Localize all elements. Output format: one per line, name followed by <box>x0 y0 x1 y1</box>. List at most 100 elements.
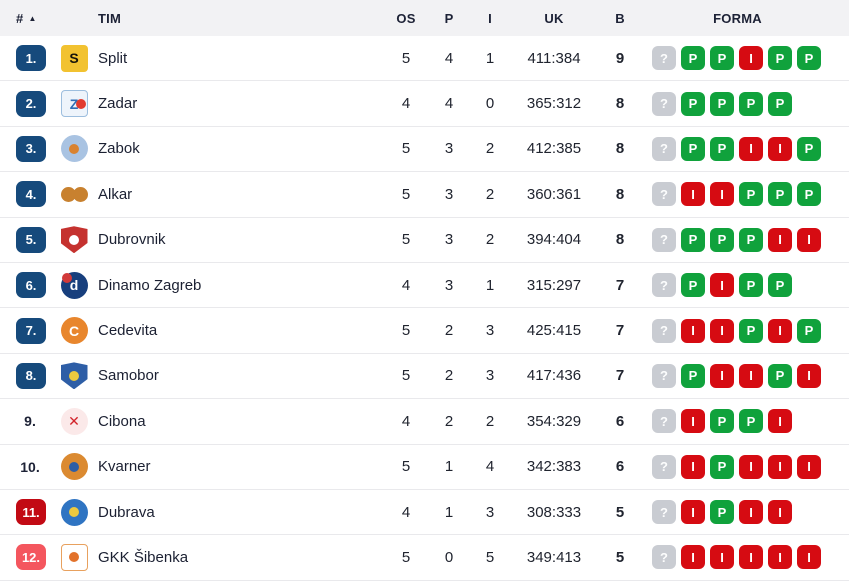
form-loss-badge[interactable]: I <box>768 545 792 570</box>
form-win-badge[interactable]: P <box>768 363 792 388</box>
form-loss-badge[interactable]: I <box>739 136 763 161</box>
form-loss-badge[interactable]: I <box>681 454 705 479</box>
form-loss-badge[interactable]: I <box>768 409 792 434</box>
table-row[interactable]: 9. ✕ Cibona 4 2 2 354:329 6? I P P I <box>0 399 849 445</box>
form-win-badge[interactable]: P <box>797 318 821 343</box>
header-rank[interactable]: # ▲ <box>0 0 56 36</box>
form-win-badge[interactable]: P <box>768 182 792 207</box>
form-win-badge[interactable]: P <box>710 46 734 71</box>
form-win-badge[interactable]: P <box>681 363 705 388</box>
form-upcoming-badge[interactable]: ? <box>652 227 676 252</box>
form-loss-badge[interactable]: I <box>739 363 763 388</box>
form-loss-badge[interactable]: I <box>710 545 734 570</box>
form-win-badge[interactable]: P <box>710 409 734 434</box>
team-name[interactable]: Alkar <box>98 185 133 203</box>
header-team[interactable]: TIM <box>98 10 121 26</box>
form-win-badge[interactable]: P <box>797 136 821 161</box>
form-win-badge[interactable]: P <box>710 500 734 525</box>
form-loss-badge[interactable]: I <box>797 227 821 252</box>
form-loss-badge[interactable]: I <box>710 273 734 298</box>
form-upcoming-badge[interactable]: ? <box>652 136 676 161</box>
team-name[interactable]: Zadar <box>98 95 138 113</box>
form-win-badge[interactable]: P <box>768 46 792 71</box>
form-win-badge[interactable]: P <box>739 409 763 434</box>
form-win-badge[interactable]: P <box>768 91 792 116</box>
header-points[interactable]: B <box>615 10 625 26</box>
form-upcoming-badge[interactable]: ? <box>652 182 676 207</box>
form-loss-badge[interactable]: I <box>681 545 705 570</box>
header-points-ratio[interactable]: UK <box>544 10 564 26</box>
table-row[interactable]: 7. C Cedevita 5 2 3 425:415 7? I I P I P <box>0 308 849 354</box>
table-row[interactable]: 1. S Split 5 4 1 411:384 9? P P I P P <box>0 36 849 82</box>
form-loss-badge[interactable]: I <box>797 454 821 479</box>
team-name[interactable]: Cibona <box>98 412 146 430</box>
table-row[interactable]: 10. Kvarner 5 1 4 342:383 6? I P I I I <box>0 444 849 490</box>
form-loss-badge[interactable]: I <box>768 227 792 252</box>
form-upcoming-badge[interactable]: ? <box>652 46 676 71</box>
form-loss-badge[interactable]: I <box>739 500 763 525</box>
form-loss-badge[interactable]: I <box>681 182 705 207</box>
table-row[interactable]: 4. Alkar 5 3 2 360:361 8? I I P P P <box>0 172 849 218</box>
team-name[interactable]: Zabok <box>98 140 140 158</box>
form-win-badge[interactable]: P <box>739 318 763 343</box>
form-win-badge[interactable]: P <box>739 91 763 116</box>
form-loss-badge[interactable]: I <box>710 363 734 388</box>
form-upcoming-badge[interactable]: ? <box>652 500 676 525</box>
table-row[interactable]: 5. Dubrovnik 5 3 2 394:404 8? P P P I I <box>0 217 849 263</box>
form-loss-badge[interactable]: I <box>739 46 763 71</box>
form-loss-badge[interactable]: I <box>768 454 792 479</box>
form-loss-badge[interactable]: I <box>681 318 705 343</box>
header-os[interactable]: OS <box>396 10 416 26</box>
header-wins[interactable]: P <box>444 10 454 26</box>
table-row[interactable]: 12. GKK Šibenka 5 0 5 349:413 5? I I I I I <box>0 535 849 581</box>
form-upcoming-badge[interactable]: ? <box>652 409 676 434</box>
form-loss-badge[interactable]: I <box>681 500 705 525</box>
team-name[interactable]: Samobor <box>98 367 159 385</box>
form-win-badge[interactable]: P <box>681 227 705 252</box>
form-upcoming-badge[interactable]: ? <box>652 318 676 343</box>
form-win-badge[interactable]: P <box>739 227 763 252</box>
form-upcoming-badge[interactable]: ? <box>652 273 676 298</box>
form-win-badge[interactable]: P <box>681 91 705 116</box>
form-upcoming-badge[interactable]: ? <box>652 91 676 116</box>
form-win-badge[interactable]: P <box>739 182 763 207</box>
table-row[interactable]: 11. Dubrava 4 1 3 308:333 5? I P I I <box>0 489 849 536</box>
form-loss-badge[interactable]: I <box>739 454 763 479</box>
team-name[interactable]: Kvarner <box>98 458 151 476</box>
form-upcoming-badge[interactable]: ? <box>652 454 676 479</box>
table-row[interactable]: 6. d Dinamo Zagreb 4 3 1 315:297 7? P I P P <box>0 262 849 309</box>
form-loss-badge[interactable]: I <box>710 182 734 207</box>
form-win-badge[interactable]: P <box>710 91 734 116</box>
form-upcoming-badge[interactable]: ? <box>652 545 676 570</box>
form-win-badge[interactable]: P <box>797 182 821 207</box>
table-row[interactable]: 2. Z Zadar 4 4 0 365:312 8? P P P P <box>0 81 849 127</box>
form-loss-badge[interactable]: I <box>768 318 792 343</box>
form-loss-badge[interactable]: I <box>710 318 734 343</box>
team-name[interactable]: Dubrovnik <box>98 231 166 249</box>
form-loss-badge[interactable]: I <box>797 545 821 570</box>
team-name[interactable]: Dinamo Zagreb <box>98 276 202 294</box>
team-name[interactable]: Dubrava <box>98 503 155 521</box>
form-loss-badge[interactable]: I <box>768 500 792 525</box>
form-win-badge[interactable]: P <box>681 46 705 71</box>
form-loss-badge[interactable]: I <box>681 409 705 434</box>
form-win-badge[interactable]: P <box>710 136 734 161</box>
team-name[interactable]: Cedevita <box>98 322 158 340</box>
header-losses[interactable]: I <box>488 10 492 26</box>
form-win-badge[interactable]: P <box>768 273 792 298</box>
stat-losses: 5 <box>485 548 495 566</box>
form-win-badge[interactable]: P <box>739 273 763 298</box>
table-row[interactable]: 8. Samobor 5 2 3 417:436 7? P I I P I <box>0 353 849 400</box>
form-loss-badge[interactable]: I <box>797 363 821 388</box>
form-win-badge[interactable]: P <box>710 454 734 479</box>
table-row[interactable]: 3. Zabok 5 3 2 412:385 8? P P I I P <box>0 126 849 173</box>
form-win-badge[interactable]: P <box>681 136 705 161</box>
form-win-badge[interactable]: P <box>797 46 821 71</box>
form-loss-badge[interactable]: I <box>768 136 792 161</box>
team-name[interactable]: Split <box>98 49 128 67</box>
form-win-badge[interactable]: P <box>681 273 705 298</box>
form-loss-badge[interactable]: I <box>739 545 763 570</box>
form-upcoming-badge[interactable]: ? <box>652 363 676 388</box>
team-name[interactable]: GKK Šibenka <box>98 548 189 566</box>
form-win-badge[interactable]: P <box>710 227 734 252</box>
